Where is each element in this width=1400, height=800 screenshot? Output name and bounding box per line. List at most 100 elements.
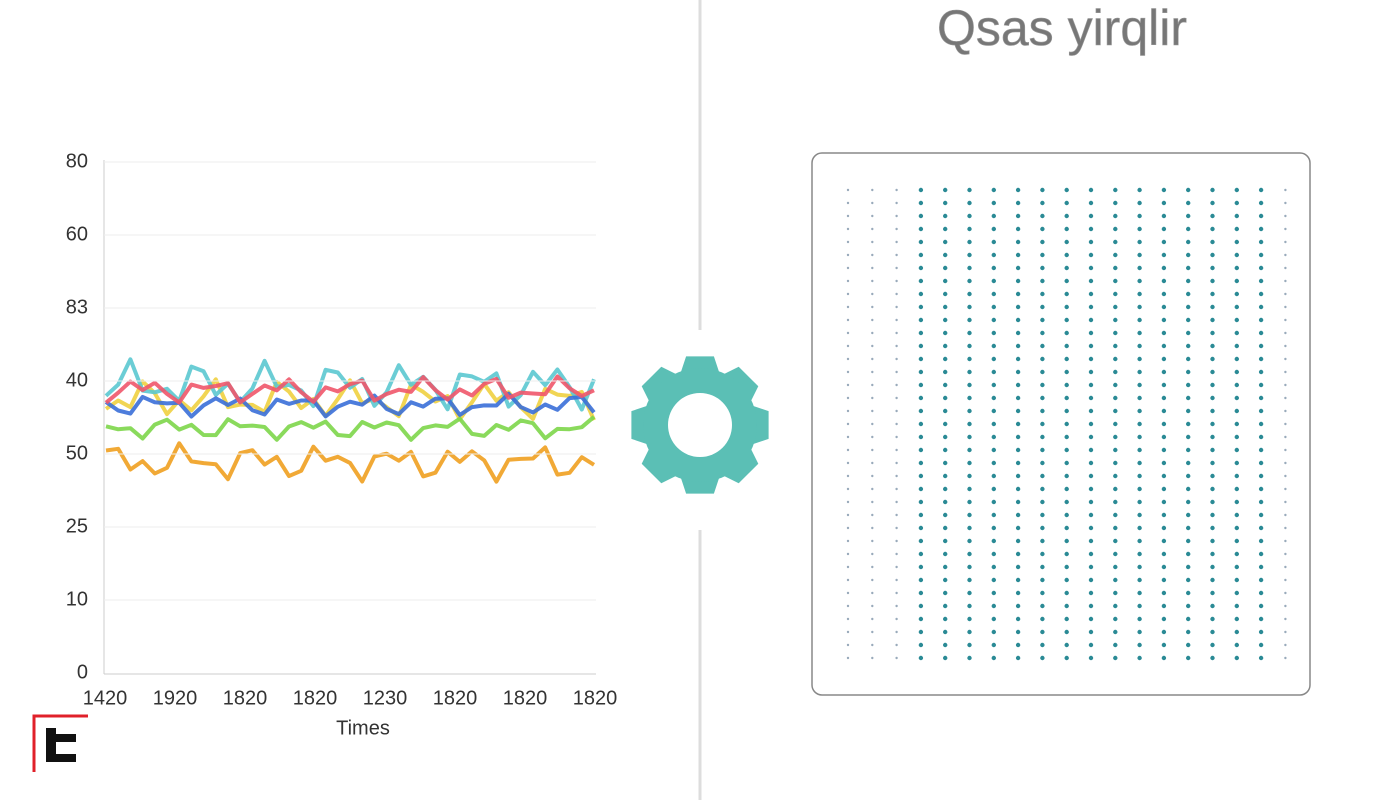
dot [967,486,972,492]
dot [967,642,972,648]
dot [1015,564,1021,570]
dot [846,227,850,231]
dot [1113,304,1118,310]
dot [1064,239,1069,245]
dot [1258,499,1264,505]
dot [967,473,972,479]
dot [1113,473,1118,479]
dot [871,188,874,192]
dot [1137,408,1142,414]
dot [943,317,948,323]
dot [991,616,996,622]
dot [1161,642,1167,648]
dot [967,564,972,570]
dot [1015,213,1021,219]
dot [1258,655,1264,661]
dot [1113,356,1118,362]
dot [918,538,924,544]
dot [1015,655,1021,661]
dot [1284,331,1287,335]
dot [1186,473,1191,479]
dot [1064,330,1069,336]
dot [991,421,996,427]
dot [991,447,996,453]
dot [1064,460,1069,466]
dot [1284,305,1287,309]
dot [1186,421,1191,427]
dot [918,525,924,531]
dot [1088,590,1094,596]
dot [991,291,996,297]
x-tick-label: 1820 [433,687,478,709]
dot [895,526,898,530]
dot [1161,213,1167,219]
dot [967,603,972,609]
dot [967,265,972,271]
dot [1161,434,1167,440]
dot [1210,551,1215,557]
dot [1137,278,1142,284]
dot [967,408,972,414]
dot [918,317,924,323]
dot [1210,317,1215,323]
dot [1210,655,1215,661]
dot [1064,317,1069,323]
dot [1015,538,1021,544]
dot [1258,538,1264,544]
dot [871,630,874,634]
dot [846,266,850,270]
dot [846,331,850,335]
dot [1015,499,1021,505]
dot [991,642,996,648]
dot [1234,525,1240,531]
dot [895,630,898,634]
dot [1161,200,1167,206]
dot [943,499,948,505]
dot [1161,356,1167,362]
dot [895,656,898,660]
dot [991,226,996,232]
dot [871,214,874,218]
dot [1015,304,1021,310]
dot [967,499,972,505]
dot [1015,434,1021,440]
dot [1015,408,1021,414]
decorative-line [105,441,596,484]
dot [1137,512,1142,518]
dot [1234,421,1240,427]
dot [1088,200,1094,206]
dot [1234,252,1240,258]
dot [1210,356,1215,362]
dot [1186,252,1191,258]
dot [846,617,850,621]
dot [1186,239,1191,245]
dot [1161,499,1167,505]
dot [1113,278,1118,284]
dot [1258,577,1264,583]
dot [1234,330,1240,336]
dot [846,487,850,491]
dot [1088,551,1094,557]
dot [1186,369,1191,375]
dot [1088,304,1094,310]
dot [1040,356,1045,362]
dot [1210,486,1215,492]
dot [1040,278,1045,284]
dot [895,331,898,335]
dot [1186,538,1191,544]
dot [1258,187,1264,193]
dot [1161,304,1167,310]
dot [1234,577,1240,583]
dot [1161,486,1167,492]
dot [1015,291,1021,297]
dot [1113,330,1118,336]
y-tick-label: 50 [66,442,88,464]
dot [943,564,948,570]
dot [967,421,972,427]
dot [1064,551,1069,557]
dot [895,500,898,504]
dot [991,200,996,206]
dot [918,265,924,271]
dot [846,604,850,608]
dot [1088,473,1094,479]
